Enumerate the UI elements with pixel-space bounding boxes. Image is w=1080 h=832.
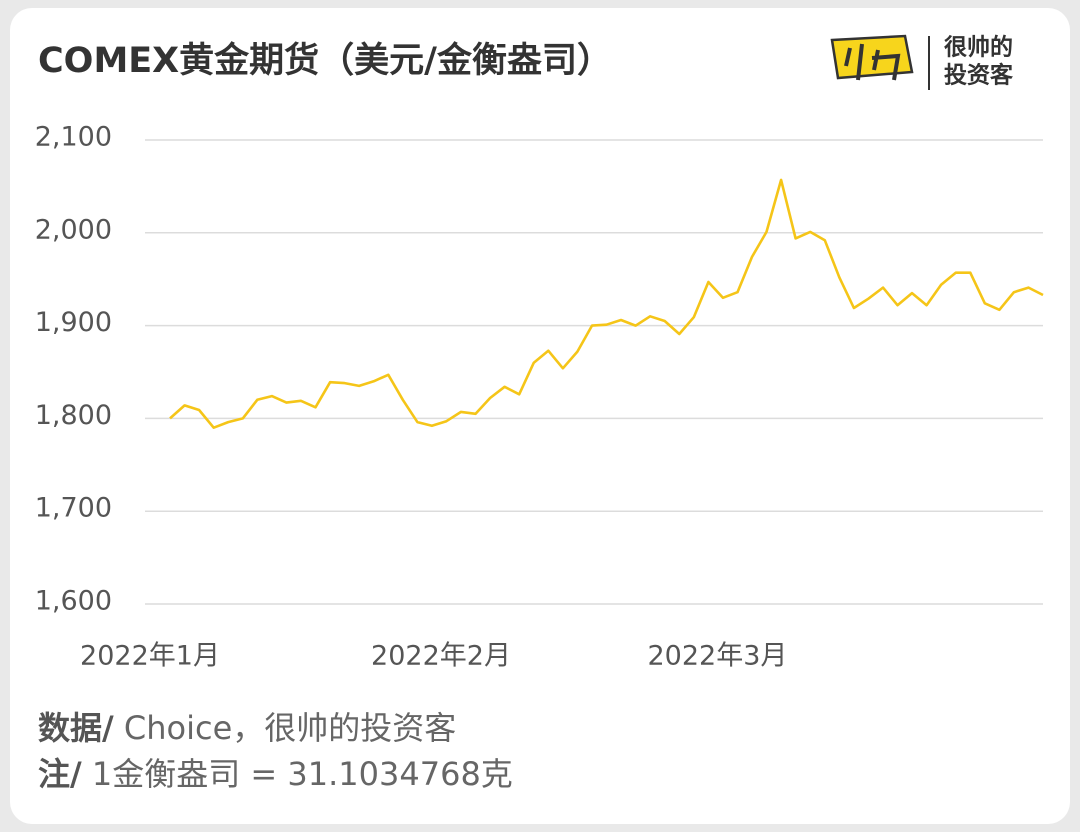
note-label: 注/ (38, 755, 82, 793)
logo-glyph (844, 43, 901, 81)
y-tick-label: 2,100 (35, 122, 112, 153)
note-text: 1金衡盎司 = 31.1034768克 (82, 755, 513, 793)
source-note: 数据/ Choice，很帅的投资客 (38, 709, 456, 747)
chart-title: COMEX黄金期货（美元/金衡盎司） (38, 40, 612, 81)
source-text: Choice，很帅的投资客 (114, 709, 457, 747)
brand-line: 投资客 (944, 62, 1014, 89)
x-tick-label: 2022年1月 (80, 641, 220, 672)
card (10, 8, 1070, 824)
y-tick-label: 2,000 (35, 214, 112, 245)
y-tick-label: 1,700 (35, 493, 112, 524)
y-tick-label: 1,600 (35, 586, 112, 617)
logo: 很帅的 投资客 (830, 34, 1014, 90)
brand-line: 很帅的 (944, 34, 1013, 61)
x-tick-label: 2022年3月 (647, 641, 787, 672)
y-tick-label: 1,900 (35, 307, 112, 338)
source-label: 数据/ (38, 709, 114, 747)
x-tick-label: 2022年2月 (371, 641, 511, 672)
data-line (169, 178, 1044, 429)
y-tick-label: 1,800 (35, 400, 112, 431)
footnote: 注/ 1金衡盎司 = 31.1034768克 (38, 755, 513, 793)
